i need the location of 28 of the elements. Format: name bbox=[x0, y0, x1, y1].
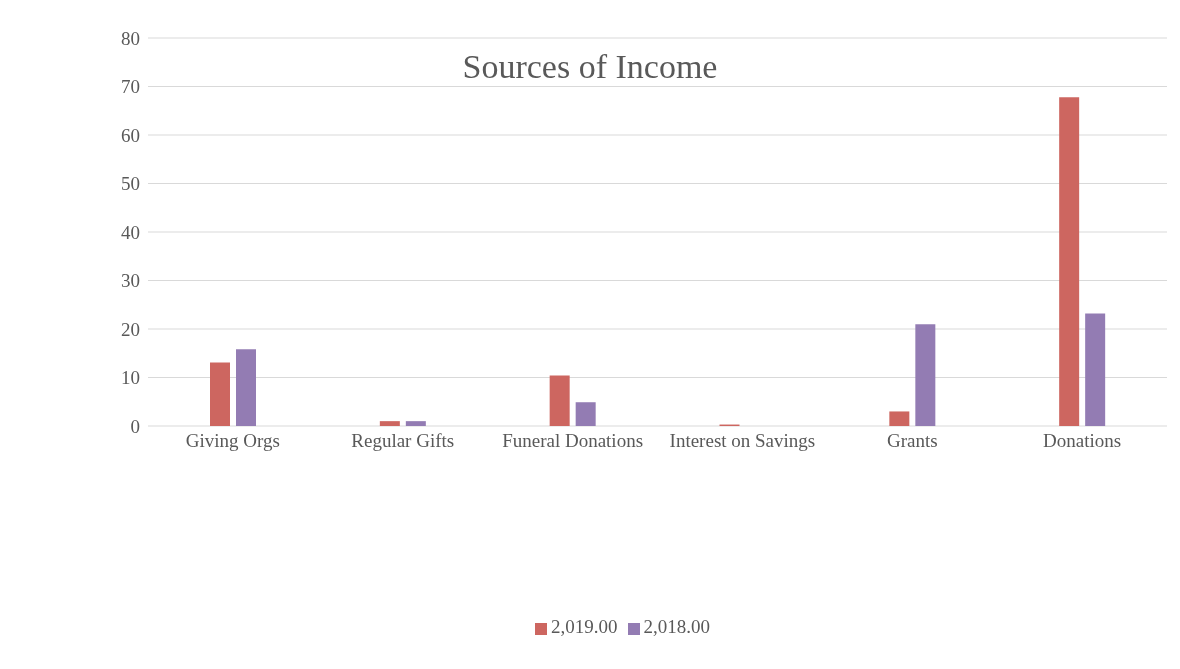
bar bbox=[210, 362, 230, 426]
bar bbox=[379, 421, 400, 426]
y-tick-label: 50 bbox=[121, 173, 140, 195]
x-tick-label: Interest on Savings bbox=[669, 430, 816, 452]
y-tick-label: 70 bbox=[121, 76, 140, 98]
y-tick-label: 30 bbox=[121, 270, 140, 292]
y-tick-label: 40 bbox=[121, 221, 140, 243]
y-tick-label: 60 bbox=[121, 124, 140, 146]
y-tick-label: 0 bbox=[130, 415, 140, 437]
x-tick-label: Regular Gifts bbox=[351, 430, 455, 452]
x-tick-label: Donations bbox=[1043, 430, 1122, 452]
x-tick-label: Funeral Donations bbox=[502, 430, 644, 452]
x-tick-label: Grants bbox=[886, 430, 938, 452]
bar bbox=[1085, 313, 1106, 426]
x-tick-label: Giving Orgs bbox=[185, 430, 280, 452]
bar bbox=[549, 375, 570, 426]
bar bbox=[889, 411, 910, 426]
chart-title: Sources of Income bbox=[462, 48, 718, 85]
bar bbox=[1059, 97, 1080, 426]
y-tick-label: 10 bbox=[121, 367, 140, 389]
bar bbox=[915, 324, 936, 426]
legend-label: 2,018.00 bbox=[643, 616, 710, 637]
bar bbox=[405, 421, 426, 426]
bar bbox=[236, 349, 256, 426]
legend-label: 2,019.00 bbox=[551, 616, 618, 637]
y-tick-label: 20 bbox=[121, 318, 140, 340]
bar bbox=[575, 402, 596, 426]
y-tick-label: 80 bbox=[121, 27, 140, 49]
